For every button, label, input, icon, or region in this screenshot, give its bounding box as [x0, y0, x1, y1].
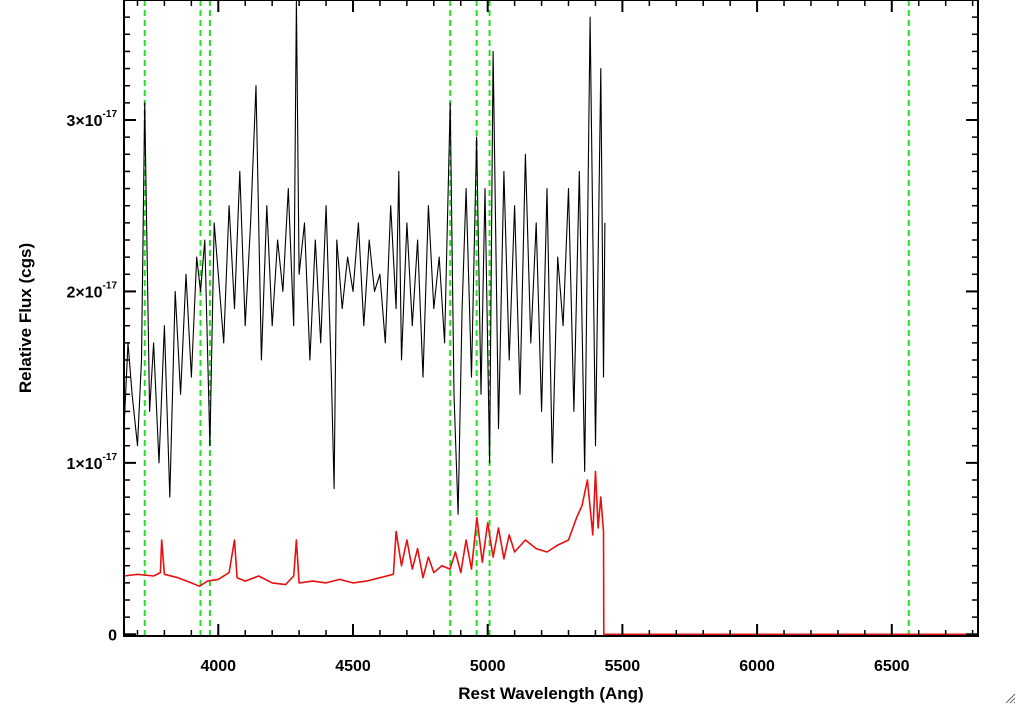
flux-series-line: [123, 0, 606, 515]
x-tick-label: 4000: [200, 658, 236, 675]
resize-grip-icon[interactable]: [1002, 690, 1016, 704]
error-series-line: [123, 470, 978, 636]
x-axis-ticks: 4000 4500 5000 5500 6000 6500: [136, 0, 974, 675]
x-tick-label: 5000: [470, 658, 506, 675]
y-tick-label: 0: [108, 627, 117, 644]
y-tick-label: 1×10-17: [67, 452, 118, 473]
x-tick-label: 6000: [739, 658, 775, 675]
y-tick-label: 2×10-17: [67, 280, 118, 301]
x-tick-label: 6500: [874, 658, 910, 675]
x-tick-label: 4500: [335, 658, 371, 675]
plot-frame: [123, 0, 979, 637]
y-axis-title: Relative Flux (cgs): [16, 243, 35, 393]
y-tick-label: 3×10-17: [67, 109, 118, 130]
series-layer: [123, 0, 978, 636]
x-axis-title: Rest Wavelength (Ang): [458, 684, 643, 703]
y-axis-ticks: 0 1×10-17 2×10-17 3×10-17: [67, 16, 978, 644]
x-tick-label: 5500: [605, 658, 641, 675]
